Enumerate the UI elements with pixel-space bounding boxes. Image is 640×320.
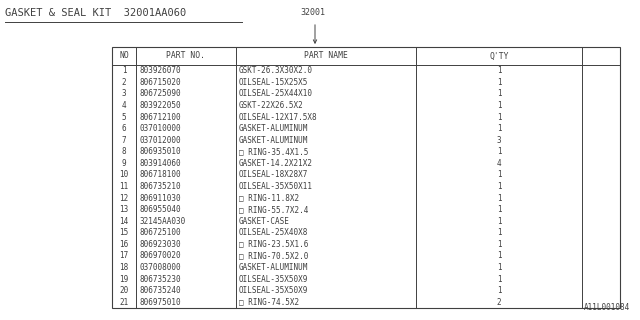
Text: 3: 3: [497, 136, 501, 145]
Text: 17: 17: [120, 252, 129, 260]
Text: 803926070: 803926070: [139, 66, 180, 75]
Text: □ RING-70.5X2.0: □ RING-70.5X2.0: [239, 252, 308, 260]
Text: 806725090: 806725090: [139, 89, 180, 99]
Text: 806718100: 806718100: [139, 171, 180, 180]
Text: PART NAME: PART NAME: [304, 52, 348, 60]
Text: 1: 1: [497, 113, 501, 122]
Text: PART NO.: PART NO.: [166, 52, 205, 60]
Text: 5: 5: [122, 113, 126, 122]
Text: 806735230: 806735230: [139, 275, 180, 284]
Text: 1: 1: [497, 194, 501, 203]
Text: 806725100: 806725100: [139, 228, 180, 237]
Text: 32001: 32001: [300, 8, 325, 17]
Text: 32145AA030: 32145AA030: [139, 217, 185, 226]
Text: 1: 1: [122, 66, 126, 75]
Text: Q'TY: Q'TY: [489, 52, 509, 60]
Text: □ RING-55.7X2.4: □ RING-55.7X2.4: [239, 205, 308, 214]
Text: 1: 1: [497, 205, 501, 214]
Text: 3: 3: [122, 89, 126, 99]
Text: 1: 1: [497, 252, 501, 260]
Text: 803914060: 803914060: [139, 159, 180, 168]
Text: 806975010: 806975010: [139, 298, 180, 307]
Bar: [112, 47, 620, 308]
Text: GASKET-ALUMINUM: GASKET-ALUMINUM: [239, 124, 308, 133]
Text: GASKET-ALUMINUM: GASKET-ALUMINUM: [239, 263, 308, 272]
Text: 18: 18: [120, 263, 129, 272]
Text: OILSEAL-12X17.5X8: OILSEAL-12X17.5X8: [239, 113, 317, 122]
Text: 13: 13: [120, 205, 129, 214]
Text: 2: 2: [122, 78, 126, 87]
Text: 16: 16: [120, 240, 129, 249]
Text: 4: 4: [497, 159, 501, 168]
Text: 10: 10: [120, 171, 129, 180]
Text: 1: 1: [497, 228, 501, 237]
Text: 1: 1: [497, 263, 501, 272]
Text: OILSEAL-18X28X7: OILSEAL-18X28X7: [239, 171, 308, 180]
Text: 806715020: 806715020: [139, 78, 180, 87]
Text: 11: 11: [120, 182, 129, 191]
Text: □ RING-74.5X2: □ RING-74.5X2: [239, 298, 299, 307]
Text: 1: 1: [497, 66, 501, 75]
Text: 806911030: 806911030: [139, 194, 180, 203]
Text: 1: 1: [497, 147, 501, 156]
Text: GASKET & SEAL KIT  32001AA060: GASKET & SEAL KIT 32001AA060: [5, 8, 186, 18]
Text: A11L001084: A11L001084: [584, 303, 630, 312]
Text: 1: 1: [497, 286, 501, 295]
Text: 21: 21: [120, 298, 129, 307]
Text: 7: 7: [122, 136, 126, 145]
Text: 2: 2: [497, 298, 501, 307]
Text: GASKET-14.2X21X2: GASKET-14.2X21X2: [239, 159, 313, 168]
Text: 1: 1: [497, 240, 501, 249]
Text: 037008000: 037008000: [139, 263, 180, 272]
Text: OILSEAL-25X44X10: OILSEAL-25X44X10: [239, 89, 313, 99]
Text: NO: NO: [119, 52, 129, 60]
Text: OILSEAL-25X40X8: OILSEAL-25X40X8: [239, 228, 308, 237]
Text: 037010000: 037010000: [139, 124, 180, 133]
Text: □ RING-35.4X1.5: □ RING-35.4X1.5: [239, 147, 308, 156]
Text: 1: 1: [497, 89, 501, 99]
Text: 806935010: 806935010: [139, 147, 180, 156]
Text: GSKT-22X26.5X2: GSKT-22X26.5X2: [239, 101, 304, 110]
Text: GSKT-26.3X30X2.0: GSKT-26.3X30X2.0: [239, 66, 313, 75]
Text: OILSEAL-35X50X11: OILSEAL-35X50X11: [239, 182, 313, 191]
Text: 19: 19: [120, 275, 129, 284]
Text: □ RING-11.8X2: □ RING-11.8X2: [239, 194, 299, 203]
Text: 1: 1: [497, 78, 501, 87]
Text: 1: 1: [497, 275, 501, 284]
Text: 20: 20: [120, 286, 129, 295]
Text: 1: 1: [497, 182, 501, 191]
Text: 806923030: 806923030: [139, 240, 180, 249]
Text: 806735210: 806735210: [139, 182, 180, 191]
Text: OILSEAL-35X50X9: OILSEAL-35X50X9: [239, 275, 308, 284]
Text: □ RING-23.5X1.6: □ RING-23.5X1.6: [239, 240, 308, 249]
Text: 037012000: 037012000: [139, 136, 180, 145]
Text: 14: 14: [120, 217, 129, 226]
Text: 6: 6: [122, 124, 126, 133]
Text: 4: 4: [122, 101, 126, 110]
Text: 806955040: 806955040: [139, 205, 180, 214]
Text: OILSEAL-15X25X5: OILSEAL-15X25X5: [239, 78, 308, 87]
Text: 1: 1: [497, 101, 501, 110]
Text: GASKET-CASE: GASKET-CASE: [239, 217, 290, 226]
Text: 15: 15: [120, 228, 129, 237]
Text: GASKET-ALUMINUM: GASKET-ALUMINUM: [239, 136, 308, 145]
Text: OILSEAL-35X50X9: OILSEAL-35X50X9: [239, 286, 308, 295]
Text: 803922050: 803922050: [139, 101, 180, 110]
Text: 806970020: 806970020: [139, 252, 180, 260]
Text: 9: 9: [122, 159, 126, 168]
Text: 806712100: 806712100: [139, 113, 180, 122]
Text: 12: 12: [120, 194, 129, 203]
Text: 806735240: 806735240: [139, 286, 180, 295]
Text: 1: 1: [497, 217, 501, 226]
Text: 8: 8: [122, 147, 126, 156]
Text: 1: 1: [497, 171, 501, 180]
Text: 1: 1: [497, 124, 501, 133]
